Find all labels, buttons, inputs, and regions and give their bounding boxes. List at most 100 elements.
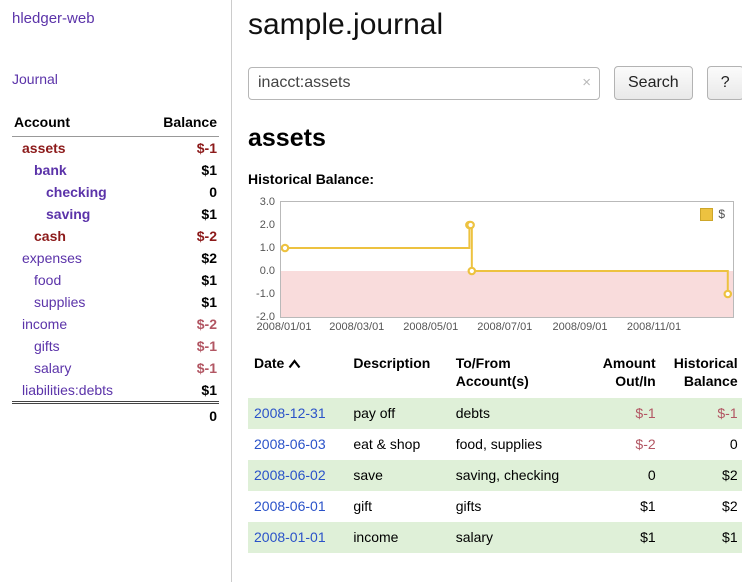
account-row: saving $1 bbox=[12, 203, 219, 225]
page-title: sample.journal bbox=[248, 8, 444, 41]
account-balance: $-1 bbox=[196, 338, 217, 354]
account-balance: 0 bbox=[209, 184, 217, 200]
account-balance: $-1 bbox=[196, 360, 217, 376]
accounts-header-row: Account Balance bbox=[12, 111, 219, 137]
account-row: salary $-1 bbox=[12, 357, 219, 379]
app-title: hledger-web bbox=[12, 10, 219, 27]
register-table: Date Description To/From Account(s) Amou… bbox=[248, 352, 742, 553]
account-balance: $-2 bbox=[196, 228, 217, 244]
account-heading: assets bbox=[248, 124, 326, 152]
accounts-table: Account Balance assets $-1 bank $1 check… bbox=[12, 111, 219, 427]
register-header-balance: Historical Balance bbox=[662, 352, 742, 398]
y-axis-tick-label: 0.0 bbox=[259, 265, 275, 277]
account-row: expenses $2 bbox=[12, 247, 219, 269]
transaction-accounts: salary bbox=[449, 521, 573, 553]
chart-plot-area[interactable]: $ bbox=[280, 201, 734, 318]
account-link-assets[interactable]: assets bbox=[22, 140, 66, 156]
sidebar-item-journal[interactable]: Journal bbox=[12, 71, 58, 87]
transaction-description: gift bbox=[353, 498, 372, 515]
account-link-supplies[interactable]: supplies bbox=[34, 294, 86, 310]
x-axis-tick-label: 2008/03/01 bbox=[329, 321, 385, 333]
transaction-date-link[interactable]: 2008-06-03 bbox=[254, 436, 326, 453]
account-link-expenses[interactable]: expenses bbox=[22, 250, 82, 266]
account-balance: $1 bbox=[201, 206, 217, 222]
transaction-row: 2008-12-31 pay off debts $-1 $-1 bbox=[248, 398, 742, 430]
register-header-row: Date Description To/From Account(s) Amou… bbox=[248, 352, 742, 398]
help-button[interactable]: ? bbox=[706, 66, 742, 100]
transaction-accounts: saving, checking bbox=[449, 460, 573, 492]
x-axis-tick-label: 2008/05/01 bbox=[403, 321, 459, 333]
chart-canvas bbox=[281, 220, 733, 317]
transaction-description: save bbox=[347, 460, 450, 492]
app-title-link[interactable]: hledger-web bbox=[12, 10, 95, 27]
amount-header-line2: Out/In bbox=[615, 373, 656, 390]
chart-title: Historical Balance: bbox=[248, 171, 375, 187]
account-link-salary[interactable]: salary bbox=[34, 360, 72, 376]
transaction-row: 2008-06-03 eat & shop food, supplies $-2… bbox=[248, 429, 742, 460]
transaction-row: 2008-01-01 income salary $1 $1 bbox=[248, 521, 742, 553]
search-input[interactable] bbox=[248, 66, 600, 100]
register-header-date[interactable]: Date bbox=[248, 352, 347, 398]
account-balance: $-2 bbox=[196, 316, 217, 332]
transaction-date-link[interactable]: 2008-06-01 bbox=[254, 498, 326, 515]
x-axis-tick-label: 2008/01/01 bbox=[256, 321, 312, 333]
transaction-date-link[interactable]: 2008-06-02 bbox=[254, 467, 326, 484]
account-link-gifts[interactable]: gifts bbox=[34, 338, 60, 354]
chart-x-axis: 2008/01/01 2008/03/01 2008/05/01 2008/07/01… bbox=[256, 318, 742, 336]
transaction-accounts: food, supplies bbox=[455, 436, 543, 453]
account-row: liabilities:debts $1 bbox=[12, 379, 219, 403]
balance-header-line1: Historical bbox=[673, 355, 738, 371]
account-row: gifts $-1 bbox=[12, 335, 219, 357]
register-header-account: To/From Account(s) bbox=[450, 352, 573, 398]
transaction-row: 2008-06-01 gift gifts $1 $2 bbox=[248, 491, 742, 522]
register-header-amount: Amount Out/In bbox=[573, 352, 662, 398]
account-row: checking 0 bbox=[12, 181, 219, 203]
accounts-total-row: 0 bbox=[12, 401, 219, 427]
clear-search-icon[interactable]: × bbox=[582, 73, 591, 91]
account-balance: $-1 bbox=[196, 140, 217, 156]
transaction-balance: $2 bbox=[661, 460, 742, 492]
historical-balance-chart: 3.0 2.0 1.0 0.0 -1.0 -2.0 $ 2008/01/01 2008/03… bbox=[248, 196, 742, 336]
account-row: income $-2 bbox=[12, 313, 219, 335]
account-link-cash[interactable]: cash bbox=[34, 228, 66, 244]
sort-by-date-link[interactable]: Date bbox=[254, 354, 301, 372]
transaction-amount: $1 bbox=[572, 521, 662, 553]
account-balance: $1 bbox=[201, 294, 217, 310]
account-balance: $1 bbox=[201, 272, 217, 288]
transaction-amount: $-1 bbox=[572, 398, 662, 430]
account-link-checking[interactable]: checking bbox=[46, 184, 107, 200]
account-link-food[interactable]: food bbox=[34, 272, 62, 288]
transaction-accounts: debts bbox=[449, 398, 573, 430]
legend-swatch bbox=[700, 207, 714, 221]
transaction-balance: $1 bbox=[661, 521, 742, 553]
amount-header-line1: Amount bbox=[602, 355, 656, 371]
account-header-line1: To/From bbox=[455, 355, 511, 371]
register-header-description: Description bbox=[353, 355, 431, 371]
accounts-header-account: Account bbox=[12, 111, 145, 137]
sidebar: hledger-web Journal Account Balance asse… bbox=[0, 0, 232, 582]
account-row: assets $-1 bbox=[12, 137, 219, 160]
main-content: sample.journal × Search ? assets Histori… bbox=[232, 0, 742, 582]
account-link-bank[interactable]: bank bbox=[34, 162, 67, 178]
account-row: cash $-2 bbox=[12, 225, 219, 247]
account-header-line2: Account(s) bbox=[455, 373, 529, 390]
x-axis-tick-label: 2008/07/01 bbox=[477, 321, 533, 333]
transaction-amount: $-2 bbox=[635, 436, 656, 453]
account-link-saving[interactable]: saving bbox=[46, 206, 91, 222]
x-axis-tick-label: 2008/11/01 bbox=[626, 321, 682, 333]
y-axis-tick-label: -1.0 bbox=[256, 288, 275, 300]
account-row: food $1 bbox=[12, 269, 219, 291]
transaction-balance: $2 bbox=[722, 498, 738, 515]
y-axis-tick-label: 2.0 bbox=[259, 219, 275, 231]
legend-label: $ bbox=[718, 207, 725, 221]
transaction-date-link[interactable]: 2008-01-01 bbox=[254, 528, 326, 545]
sort-ascending-icon bbox=[288, 359, 301, 369]
search-button[interactable]: Search bbox=[614, 66, 693, 100]
account-balance: $2 bbox=[201, 250, 217, 266]
transaction-date-link[interactable]: 2008-12-31 bbox=[254, 405, 326, 422]
y-axis-tick-label: 1.0 bbox=[259, 242, 275, 254]
y-axis-tick-label: 3.0 bbox=[259, 196, 275, 208]
account-link-income[interactable]: income bbox=[22, 316, 68, 332]
account-link-liabilities-debts[interactable]: liabilities:debts bbox=[22, 382, 114, 398]
account-row: bank $1 bbox=[12, 159, 219, 181]
